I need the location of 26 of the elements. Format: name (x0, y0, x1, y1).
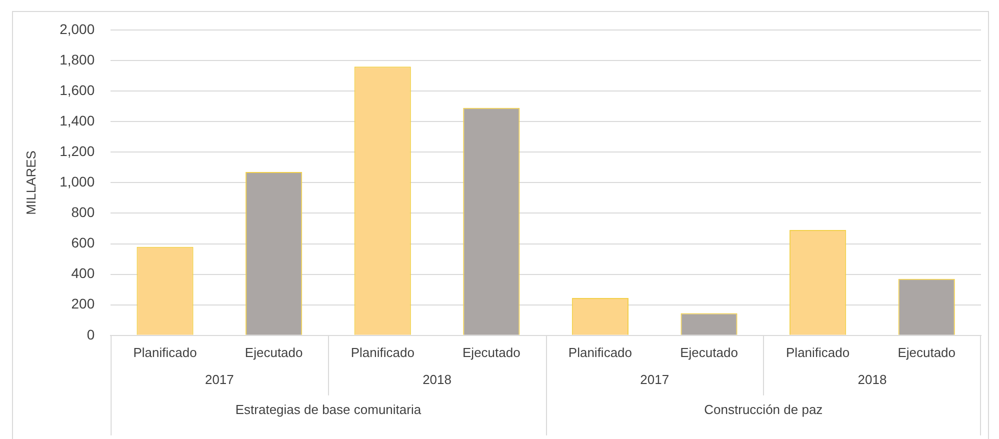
x-tick-label: Planificado (568, 344, 632, 360)
y-tick-label: 2,000 (60, 20, 95, 37)
x-tick-label: Planificado (786, 344, 850, 360)
text: 2018 (422, 372, 452, 387)
x-tick-label: Planificado (133, 344, 197, 360)
y-tick-label: 1,800 (60, 51, 95, 68)
y-tick-label: 1,200 (60, 143, 95, 160)
text: 2017 (204, 372, 234, 387)
x-tick-label: Ejecutado (244, 344, 303, 360)
x-tick-label: Ejecutado (462, 344, 520, 360)
y-tick-label: 200 (71, 296, 95, 312)
y-tick-label: 400 (71, 265, 95, 282)
text: Construcción de paz (704, 402, 823, 417)
x-tick-label: Planificado (350, 344, 414, 360)
y-tick-label: 1,400 (60, 112, 95, 128)
x-tick-label: Ejecutado (680, 344, 738, 360)
text: 2017 (640, 372, 670, 387)
y-tick-label: 600 (71, 234, 95, 251)
y-axis-title: MILLARES (23, 150, 38, 215)
y-tick-label: 800 (71, 204, 95, 220)
y-tick-label: 1,600 (60, 82, 95, 98)
text: Estrategias de base comunitaria (235, 402, 422, 417)
text: 2018 (858, 372, 887, 387)
y-tick-label: 0 (86, 326, 95, 342)
x-tick-label: Ejecutado (898, 344, 956, 360)
y-tick-label: 1,000 (60, 174, 95, 190)
